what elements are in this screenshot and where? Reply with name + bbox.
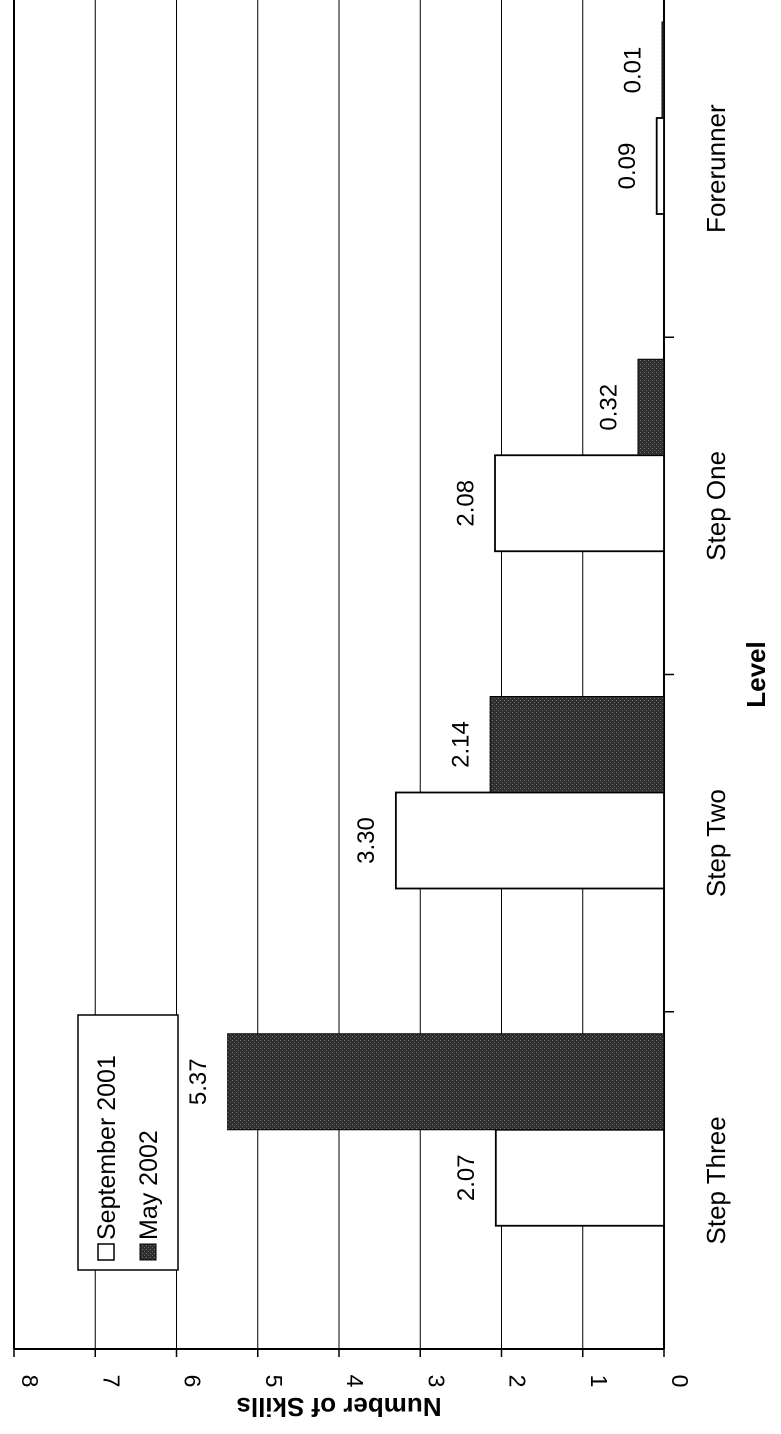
data-label-may-2002-step-one: 0.32 [595, 384, 622, 431]
legend-label-september-2001: September 2001 [93, 1055, 121, 1240]
legend-swatch-may-2002 [139, 1243, 157, 1261]
data-label-may-2002-step-two: 2.14 [447, 721, 474, 768]
data-label-september-2001-step-three: 2.07 [453, 1154, 480, 1201]
y-tick-label: 3 [423, 1375, 449, 1388]
bar-september-2001-step-three [494, 1128, 665, 1227]
y-axis-title: Number of Skills [236, 1392, 441, 1422]
data-label-may-2002-forerunner: 0.01 [619, 47, 646, 94]
bar-may-2002-step-two [489, 696, 665, 793]
y-tick-label: 4 [342, 1375, 368, 1388]
data-label-september-2001-step-one: 2.08 [452, 480, 479, 527]
bar-may-2002-step-three [227, 1033, 665, 1131]
legend-label-may-2002: May 2002 [135, 1130, 163, 1240]
y-tick-label: 1 [586, 1375, 612, 1388]
bar-may-2002-step-one [637, 358, 665, 456]
category-label-step-one: Step One [701, 451, 731, 561]
bar-september-2001-step-one [494, 454, 665, 553]
legend-swatch-september-2001 [97, 1243, 115, 1261]
y-tick-label: 8 [17, 1375, 43, 1388]
legend: September 2001 May 2002 [77, 1014, 179, 1271]
y-tick-label: 5 [261, 1375, 287, 1388]
y-tick-label: 6 [180, 1375, 206, 1388]
legend-box [77, 1014, 179, 1271]
category-label-forerunner: Forerunner [701, 104, 731, 233]
y-tick-label: 7 [98, 1375, 124, 1388]
x-axis-title: Level [741, 641, 771, 708]
category-label-step-two: Step Two [701, 789, 731, 897]
bar-september-2001-forerunner [655, 117, 665, 215]
y-tick-label: 0 [667, 1375, 693, 1388]
bar-september-2001-step-two [394, 791, 665, 890]
plot-area: 0 1 2 3 4 5 6 7 8 Forerunner 0.09 0.01 Step One 2.08 0… [13, 0, 771, 1422]
data-label-september-2001-step-two: 3.30 [353, 817, 380, 864]
data-label-september-2001-forerunner: 0.09 [614, 143, 641, 190]
data-label-may-2002-step-three: 5.37 [185, 1058, 212, 1105]
y-tick-label: 2 [505, 1375, 531, 1388]
category-label-step-three: Step Three [701, 1116, 731, 1244]
bar-may-2002-forerunner [661, 21, 665, 119]
